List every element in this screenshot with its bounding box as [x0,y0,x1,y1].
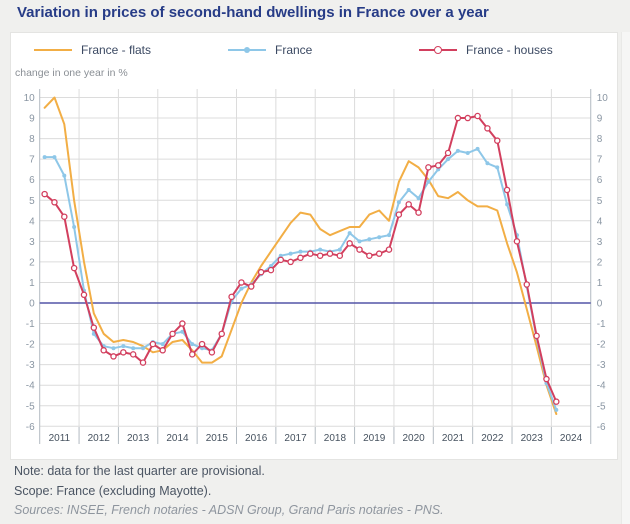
svg-text:2018: 2018 [324,433,347,444]
svg-text:2014: 2014 [166,433,189,444]
chart-card: France - flats France France - houses ch… [10,32,618,460]
page-title: Variation in prices of second-hand dwell… [17,4,489,21]
svg-text:6: 6 [29,175,35,186]
y-axis-unit-label: change in one year in % [15,67,128,79]
svg-text:4: 4 [29,216,35,227]
flats-line-swatch-icon [34,49,72,51]
svg-text:2023: 2023 [521,433,544,444]
svg-text:5: 5 [597,196,603,207]
svg-text:-1: -1 [597,319,606,330]
svg-text:9: 9 [29,114,35,125]
svg-text:2017: 2017 [284,433,307,444]
svg-text:2021: 2021 [442,433,465,444]
france-line-swatch-icon [228,47,266,53]
houses-line-swatch-icon [419,46,457,54]
note-sources: Sources: INSEE, French notaries - ADSN G… [14,503,444,517]
svg-text:-4: -4 [26,381,35,392]
legend-label-flats: France - flats [81,43,152,57]
scrollbar-track[interactable] [621,32,630,524]
svg-text:-3: -3 [26,360,35,371]
legend-item-houses[interactable]: France - houses [419,41,553,59]
svg-text:-1: -1 [26,319,35,330]
svg-text:2012: 2012 [88,433,111,444]
svg-text:9: 9 [597,114,603,125]
legend-item-flats[interactable]: France - flats [34,41,151,59]
svg-text:4: 4 [597,216,603,227]
svg-text:-6: -6 [26,422,35,433]
svg-text:-5: -5 [597,401,606,412]
svg-text:-6: -6 [597,422,606,433]
note-scope: Scope: France (excluding Mayotte). [14,483,212,498]
svg-text:2016: 2016 [245,433,268,444]
svg-text:-2: -2 [26,340,35,351]
svg-text:1: 1 [597,278,603,289]
france-marker-icon [244,47,250,53]
svg-text:8: 8 [29,134,35,145]
svg-text:2024: 2024 [560,433,583,444]
svg-text:7: 7 [597,155,603,166]
svg-text:-3: -3 [597,360,606,371]
svg-text:2015: 2015 [206,433,229,444]
svg-text:0: 0 [597,299,603,310]
svg-text:2022: 2022 [481,433,504,444]
legend-label-france: France [275,43,313,57]
chart-legend: France - flats France France - houses [11,41,617,63]
price-variation-line-chart: 10 109 98 87 76 65 54 43 32 21 10 0-1 -1-2 -2-3 -3-4 -4… [24,89,609,444]
svg-text:7: 7 [29,155,35,166]
svg-text:10: 10 [597,93,609,104]
legend-label-houses: France - houses [466,43,553,57]
svg-text:6: 6 [597,175,603,186]
chart-notes: Note: data for the last quarter are prov… [14,462,614,521]
legend-item-france[interactable]: France [228,41,312,59]
svg-text:2: 2 [29,257,35,268]
svg-text:2020: 2020 [402,433,425,444]
svg-text:2013: 2013 [127,433,150,444]
svg-text:10: 10 [24,93,36,104]
houses-marker-icon [434,46,442,54]
svg-text:-4: -4 [597,381,606,392]
svg-text:-5: -5 [26,401,35,412]
svg-text:2019: 2019 [363,433,386,444]
svg-text:0: 0 [29,299,35,310]
svg-text:2: 2 [597,257,603,268]
svg-text:5: 5 [29,196,35,207]
svg-text:2011: 2011 [49,433,71,444]
note-provisional: Note: data for the last quarter are prov… [14,464,265,478]
svg-text:1: 1 [29,278,35,289]
svg-text:8: 8 [597,134,603,145]
svg-text:3: 3 [29,237,35,248]
svg-text:-2: -2 [597,340,606,351]
svg-text:3: 3 [597,237,603,248]
